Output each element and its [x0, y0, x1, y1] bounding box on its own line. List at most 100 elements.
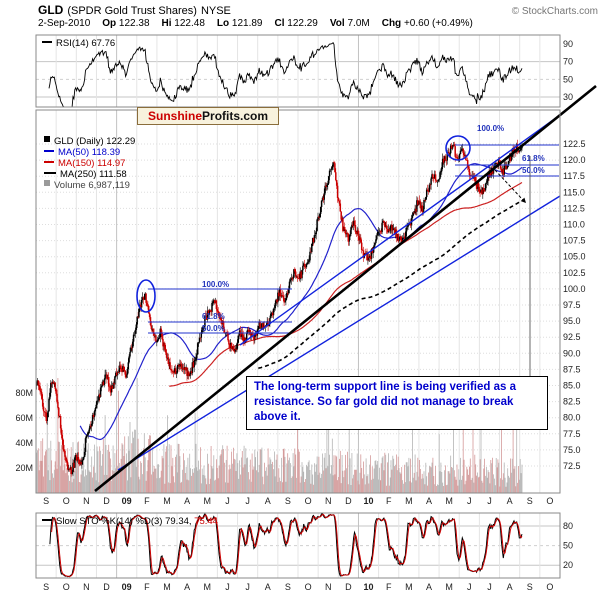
x-axis-label: M	[445, 496, 453, 506]
price-tick-label: 92.5	[563, 332, 581, 342]
x-axis-label: D	[345, 496, 352, 506]
legend-volume-label: Volume 6,987,119	[54, 180, 130, 191]
price-tick-label: 100.0	[563, 284, 586, 294]
volume-tick-label: 40M	[15, 438, 33, 448]
sto-legend: Slow STO %K(14) %D(3) 79.34, 75.44	[42, 516, 218, 527]
volume-tick-label: 60M	[15, 413, 33, 423]
rsi-tick-label: 50	[563, 74, 573, 84]
highlight-circle-2010-top	[445, 135, 471, 161]
sto-tick-label: 80	[563, 521, 573, 531]
x-axis-label: S	[43, 496, 49, 506]
sto-tick-label: 20	[563, 560, 573, 570]
x-axis-label-bottom: O	[305, 582, 312, 592]
x-axis-label-bottom: A	[426, 582, 432, 592]
x-axis-label: S	[285, 496, 291, 506]
rsi-tick-label: 70	[563, 57, 573, 67]
price-tick-label: 82.5	[563, 397, 581, 407]
highlight-circle-2009-top	[136, 279, 156, 313]
x-axis-label: F	[386, 496, 392, 506]
x-axis-label: M	[163, 496, 171, 506]
sto-legend-prefix: Slow STO %K(14) %D(3)	[56, 516, 163, 527]
quote-op: Op 122.38	[102, 18, 150, 29]
x-axis-label: O	[63, 496, 70, 506]
ma150-line	[169, 181, 523, 387]
price-tick-label: 75.0	[563, 445, 581, 455]
x-axis-label: M	[204, 496, 212, 506]
quote-chg: Chg +0.60 (+0.49%)	[381, 18, 473, 29]
price-tick-label: 105.0	[563, 252, 586, 262]
price-tick-label: 85.0	[563, 381, 581, 391]
x-axis-label: S	[527, 496, 533, 506]
price-tick-label: 110.0	[563, 220, 585, 230]
rsi-legend: RSI(14) 67.76	[42, 38, 115, 49]
watermark-brand-black: Profits.com	[202, 109, 269, 123]
ohlc-quote-row: Op 122.38 Hi 122.48 Lo 121.89 Cl 122.29 Vol …	[90, 18, 473, 29]
legend-volume: Volume 6,987,119	[44, 180, 130, 191]
sto-panel-border	[35, 512, 561, 579]
x-axis-label-bottom: N	[83, 582, 90, 592]
quote-cl: Cl 122.29	[274, 18, 318, 29]
candle-bodies-down	[37, 144, 520, 474]
fib-label-right-50: 50.0%	[522, 166, 545, 175]
watermark-brand-red: Sunshine	[148, 109, 203, 123]
rsi-legend-label: RSI(14) 67.76	[56, 38, 116, 49]
pointer-arrow-head	[520, 197, 526, 203]
x-axis-label: F	[144, 496, 150, 506]
x-axis-label-bottom: F	[144, 582, 150, 592]
x-axis-label-bottom: J	[225, 582, 230, 592]
x-axis-label: J	[245, 496, 250, 506]
fib-label-left-618: 61.8%	[202, 312, 225, 321]
x-axis-label-bottom: 09	[122, 582, 132, 592]
x-axis-label-bottom: D	[103, 582, 110, 592]
rsi-panel-border	[35, 34, 561, 108]
x-axis-label-bottom: M	[405, 582, 413, 592]
sto-k-value: 79.34,	[165, 516, 192, 527]
copyright: © StockCharts.com	[511, 6, 598, 17]
long-term-support-line	[94, 84, 597, 493]
x-axis-label-bottom: J	[487, 582, 492, 592]
x-axis-label-bottom: J	[467, 582, 472, 592]
price-tick-label: 107.5	[563, 236, 586, 246]
x-axis-label-bottom: N	[325, 582, 332, 592]
legend-ma150: MA(150) 114.97	[44, 158, 125, 169]
x-axis-label-bottom: M	[204, 582, 212, 592]
x-axis-label: O	[546, 496, 553, 506]
rsi-line-icon	[42, 41, 52, 43]
x-axis-label-bottom: S	[527, 582, 533, 592]
fib-label-right-618: 61.8%	[522, 154, 545, 163]
main-legend-title: GLD (Daily) 122.29	[44, 136, 135, 147]
quote-lo: Lo 121.89	[216, 18, 263, 29]
x-axis-label-bottom: S	[285, 582, 291, 592]
x-axis-label: N	[325, 496, 332, 506]
x-axis-label: D	[103, 496, 110, 506]
x-axis-label-bottom: J	[245, 582, 250, 592]
price-tick-label: 90.0	[563, 348, 581, 358]
rsi-line	[48, 41, 523, 107]
x-axis-label: N	[83, 496, 90, 506]
x-axis-label: J	[467, 496, 472, 506]
blue-resistance-line	[239, 114, 560, 346]
x-axis-label-bottom: A	[184, 582, 190, 592]
price-tick-label: 87.5	[563, 364, 581, 374]
x-axis-label: A	[265, 496, 271, 506]
x-axis-label-bottom: O	[63, 582, 70, 592]
x-axis-label-bottom: A	[507, 582, 513, 592]
price-tick-label: 122.5	[563, 139, 586, 149]
chart-header: GLD (SPDR Gold Trust Shares) NYSE © Stoc…	[38, 3, 598, 29]
price-tick-label: 112.5	[563, 203, 585, 213]
main-legend-title-label: GLD (Daily) 122.29	[54, 136, 136, 147]
quote-hi: Hi 122.48	[161, 18, 205, 29]
legend-ma150-label: MA(150) 114.97	[58, 158, 126, 169]
volume-tick-label: 20M	[15, 463, 33, 473]
x-axis-label-bottom: D	[345, 582, 352, 592]
x-axis-label-bottom: A	[265, 582, 271, 592]
main-panel-border	[35, 109, 561, 494]
ma150-line-icon	[44, 161, 54, 163]
sto-d-value: 75.44	[194, 516, 218, 527]
annotation-note-box: The long-term support line is being veri…	[246, 376, 548, 430]
x-axis-label-bottom: M	[445, 582, 453, 592]
chart-date: 2-Sep-2010	[38, 18, 91, 29]
price-tick-label: 102.5	[563, 268, 586, 278]
volume-icon	[44, 180, 50, 186]
